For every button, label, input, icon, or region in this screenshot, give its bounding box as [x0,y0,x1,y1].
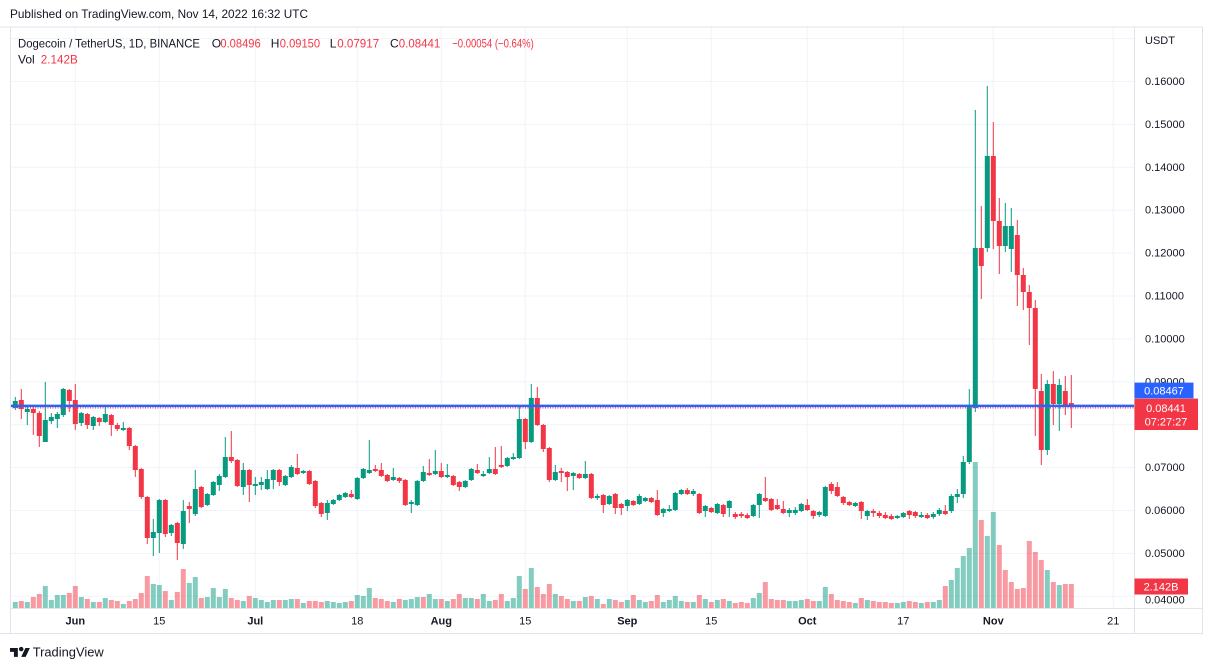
svg-text:Nov: Nov [983,616,1005,628]
svg-text:Dogecoin / TetherUS, 1D, BINAN: Dogecoin / TetherUS, 1D, BINANCE O0.08496… [18,37,534,51]
svg-text:15: 15 [153,616,165,628]
svg-text:USDT: USDT [1145,35,1175,47]
svg-text:Sep: Sep [617,616,637,628]
svg-text:0.05000: 0.05000 [1145,548,1185,560]
svg-text:Published on TradingView.com,: Published on TradingView.com, Nov 14, 20… [10,7,308,21]
svg-text:0.11000: 0.11000 [1145,291,1184,303]
svg-text:0.15000: 0.15000 [1145,119,1185,131]
svg-text:0.14000: 0.14000 [1145,162,1185,174]
svg-text:17: 17 [897,616,909,628]
svg-text:18: 18 [351,616,363,628]
svg-text:0.12000: 0.12000 [1145,248,1185,260]
svg-text:0.16000: 0.16000 [1145,76,1185,88]
svg-text:07:27:27: 07:27:27 [1145,416,1188,428]
svg-text:0.08441: 0.08441 [1146,403,1186,415]
svg-text:0.07000: 0.07000 [1145,462,1185,474]
svg-text:15: 15 [705,616,717,628]
svg-text:15: 15 [519,616,531,628]
svg-text:21: 21 [1107,616,1119,628]
svg-text:0.08467: 0.08467 [1144,386,1184,398]
svg-text:Oct: Oct [798,616,817,628]
svg-text:0.06000: 0.06000 [1145,505,1185,517]
svg-text:0.04000: 0.04000 [1145,595,1185,607]
svg-text:Jul: Jul [247,616,263,628]
svg-text:0.10000: 0.10000 [1145,333,1185,345]
svg-text:0.13000: 0.13000 [1145,205,1185,217]
svg-text:2.142B: 2.142B [1144,582,1179,594]
svg-text:Jun: Jun [66,616,86,628]
svg-text:Aug: Aug [431,616,452,628]
svg-text:TradingView: TradingView [33,644,105,659]
